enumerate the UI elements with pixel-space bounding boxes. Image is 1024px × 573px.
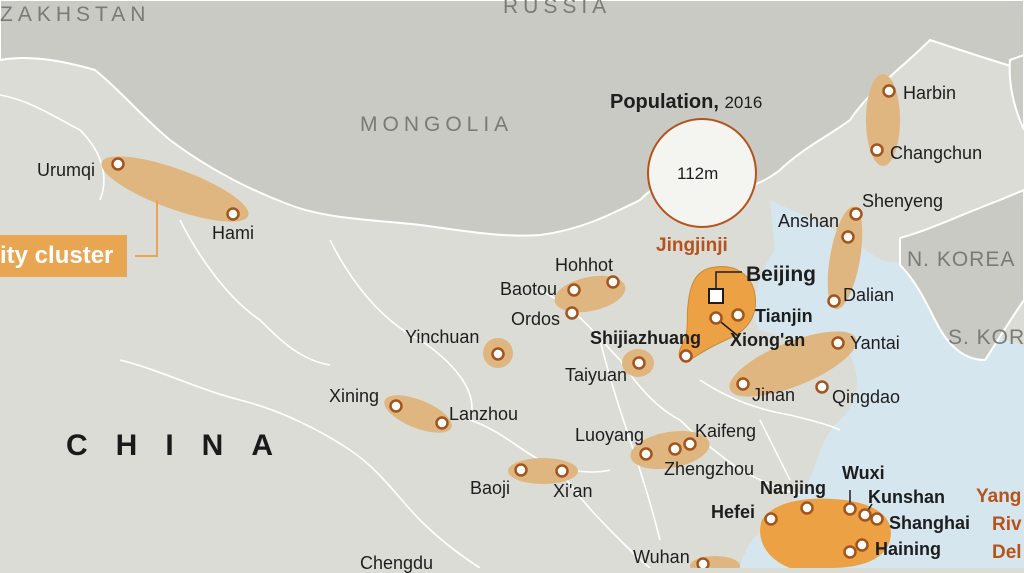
marker-haining xyxy=(843,545,857,559)
city-label-xian: Xi'an xyxy=(553,481,593,501)
marker-jinan xyxy=(736,377,750,391)
city-label-qingdao: Qingdao xyxy=(832,387,901,407)
marker-luoyang xyxy=(639,447,653,461)
marker-ordos xyxy=(565,306,579,320)
city-label-dalian: Dalian xyxy=(843,285,895,305)
marker-xining xyxy=(389,399,403,413)
population-legend-year: 2016 xyxy=(724,93,763,112)
sea-area xyxy=(740,200,1024,568)
city-label-shanghai: Shanghai xyxy=(889,513,971,533)
marker-changchun xyxy=(870,143,884,157)
country-label-n-korea: N. KOREA xyxy=(907,248,1016,271)
marker-dalian xyxy=(827,294,841,308)
marker-zhengzhou xyxy=(668,442,682,456)
marker-hami xyxy=(226,207,240,221)
marker-anshan xyxy=(841,230,855,244)
city-label-baotou: Baotou xyxy=(500,279,558,299)
city-label-anshan: Anshan xyxy=(778,211,840,231)
marker-shijiazhuang xyxy=(679,349,693,363)
cluster-shandong xyxy=(729,331,857,397)
city-label-hami: Hami xyxy=(212,223,255,243)
marker-harbin xyxy=(882,84,896,98)
marker-yinchuan xyxy=(491,347,505,361)
region-label-yangtze-3: Del xyxy=(992,542,1022,563)
city-label-tianjin: Tianjin xyxy=(755,306,813,326)
cluster-shenyang-dalian xyxy=(827,206,863,310)
marker-lanzhou xyxy=(435,416,449,430)
city-label-hohhot: Hohhot xyxy=(555,255,614,275)
country-label-russia: RUSSIA xyxy=(503,0,612,18)
marker-baotou xyxy=(567,283,581,297)
city-label-urumqi: Urumqi xyxy=(37,160,96,180)
city-label-nanjing: Nanjing xyxy=(760,478,826,498)
cluster-yangtze-delta xyxy=(760,498,891,568)
leader-lines xyxy=(135,200,158,257)
city-label-shijiazhuang: Shijiazhuang xyxy=(590,328,702,348)
region-label-yangtze-2: Riv xyxy=(992,514,1022,535)
country-label-kazakhstan: ZAKHSTAN xyxy=(0,3,151,26)
population-legend-value: 112m xyxy=(677,164,719,183)
japan-area xyxy=(1008,53,1024,131)
population-legend-title: Population, 2016 xyxy=(610,92,762,112)
marker-kaifeng xyxy=(683,437,697,451)
city-label-jinan: Jinan xyxy=(752,385,796,405)
marker-urumqi xyxy=(111,157,125,171)
population-legend-title-text: Population, xyxy=(610,91,719,113)
marker-beijing xyxy=(708,288,724,304)
marker-haining-2 xyxy=(855,538,869,552)
city-label-changchun: Changchun xyxy=(890,143,983,163)
marker-nanjing xyxy=(800,501,814,515)
city-label-xining: Xining xyxy=(329,386,380,406)
city-label-harbin: Harbin xyxy=(903,83,957,103)
marker-kunshan xyxy=(858,508,872,522)
city-label-wuxi: Wuxi xyxy=(842,463,885,483)
marker-hohhot xyxy=(606,275,620,289)
marker-wuhan xyxy=(696,557,710,568)
city-label-chengdu: Chengdu xyxy=(360,553,434,573)
city-cluster-legend-badge: ity cluster xyxy=(0,235,128,277)
city-label-kaifeng: Kaifeng xyxy=(695,421,757,441)
city-label-wuhan: Wuhan xyxy=(633,547,690,567)
marker-shenyeng xyxy=(849,207,863,221)
marker-shanghai xyxy=(870,512,884,526)
city-label-hefei: Hefei xyxy=(711,502,756,522)
city-label-zhengzhou: Zhengzhou xyxy=(664,459,755,479)
cluster-urumqi-hami xyxy=(101,156,249,222)
country-label-mongolia: MONGOLIA xyxy=(360,113,514,136)
marker-yantai xyxy=(831,336,845,350)
marker-hefei xyxy=(764,512,778,526)
region-label-yangtze-1: Yang xyxy=(976,486,1022,507)
city-cluster-legend-label: ity cluster xyxy=(0,242,114,269)
city-label-luoyang: Luoyang xyxy=(575,425,645,445)
country-label-china: CHINA xyxy=(66,429,301,462)
city-label-kunshan: Kunshan xyxy=(868,487,946,507)
marker-xiongan xyxy=(709,311,723,325)
city-label-yinchuan: Yinchuan xyxy=(405,327,480,347)
city-label-taiyuan: Taiyuan xyxy=(565,365,628,385)
marker-tianjin xyxy=(731,308,745,322)
city-label-baoji: Baoji xyxy=(470,478,511,498)
marker-wuxi xyxy=(843,502,857,516)
city-label-ordos: Ordos xyxy=(511,309,561,329)
marker-taiyuan xyxy=(632,356,646,370)
city-label-xiongan: Xiong'an xyxy=(730,330,806,350)
city-markers xyxy=(111,84,896,568)
city-label-shenyeng: Shenyeng xyxy=(862,191,944,211)
mongolia-area xyxy=(0,0,1024,237)
city-label-lanzhou: Lanzhou xyxy=(449,404,519,424)
cluster-lanzhou xyxy=(384,395,452,433)
population-legend-circle xyxy=(647,118,757,228)
marker-baoji xyxy=(514,463,528,477)
country-label-s-korea: S. KOR xyxy=(948,326,1024,349)
korea-area xyxy=(899,188,1024,362)
region-label-jingjinji: Jingjinji xyxy=(656,235,728,256)
city-label-haining: Haining xyxy=(875,539,941,559)
city-label-beijing: Beijing xyxy=(746,263,817,286)
city-label-yantai: Yantai xyxy=(850,333,900,353)
marker-xian xyxy=(555,464,569,478)
marker-qingdao xyxy=(815,380,829,394)
city-clusters xyxy=(101,74,900,568)
